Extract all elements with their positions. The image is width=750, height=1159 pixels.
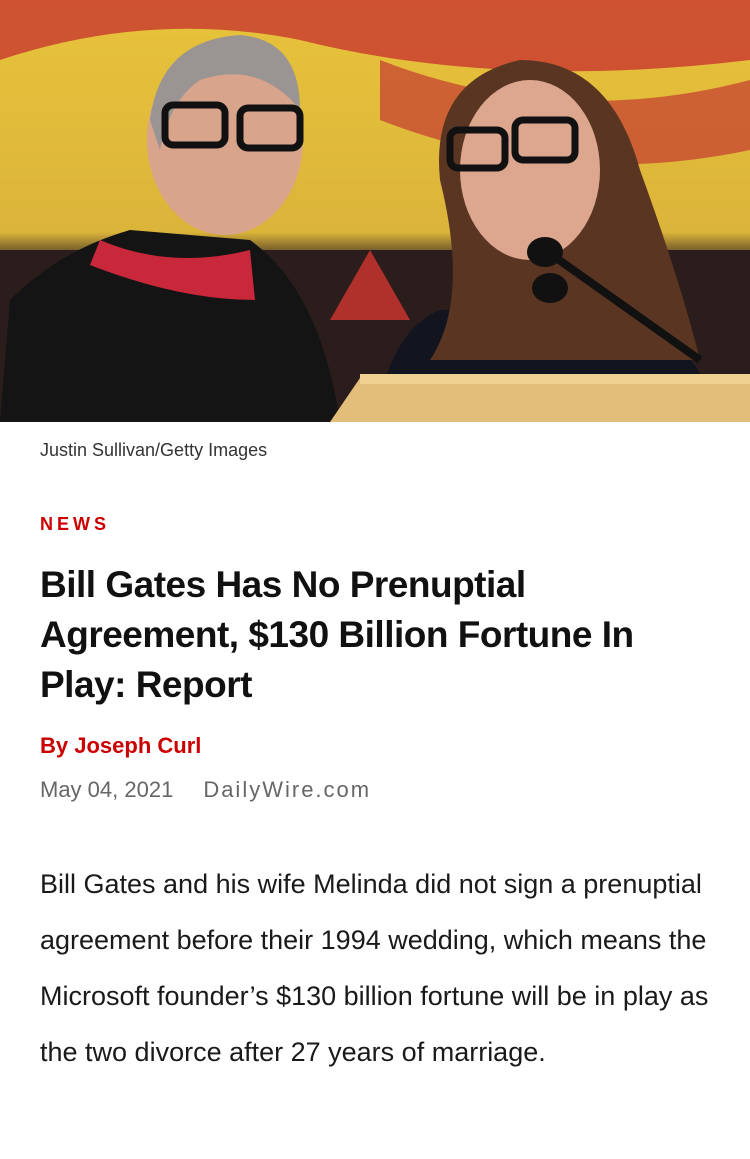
article-meta: May 04, 2021 DailyWire.com xyxy=(40,777,371,803)
article-headline: Bill Gates Has No Prenuptial Agreement, … xyxy=(40,564,634,705)
author-byline[interactable]: By Joseph Curl xyxy=(40,733,202,758)
source-site: DailyWire.com xyxy=(203,777,372,802)
publish-date: May 04, 2021 xyxy=(40,777,174,802)
article-hero-photo xyxy=(0,0,750,422)
article-body: Bill Gates and his wife Melinda did not … xyxy=(40,869,709,1067)
section-label[interactable]: NEWS xyxy=(40,514,110,534)
photo-credit: Justin Sullivan/Getty Images xyxy=(40,440,268,460)
